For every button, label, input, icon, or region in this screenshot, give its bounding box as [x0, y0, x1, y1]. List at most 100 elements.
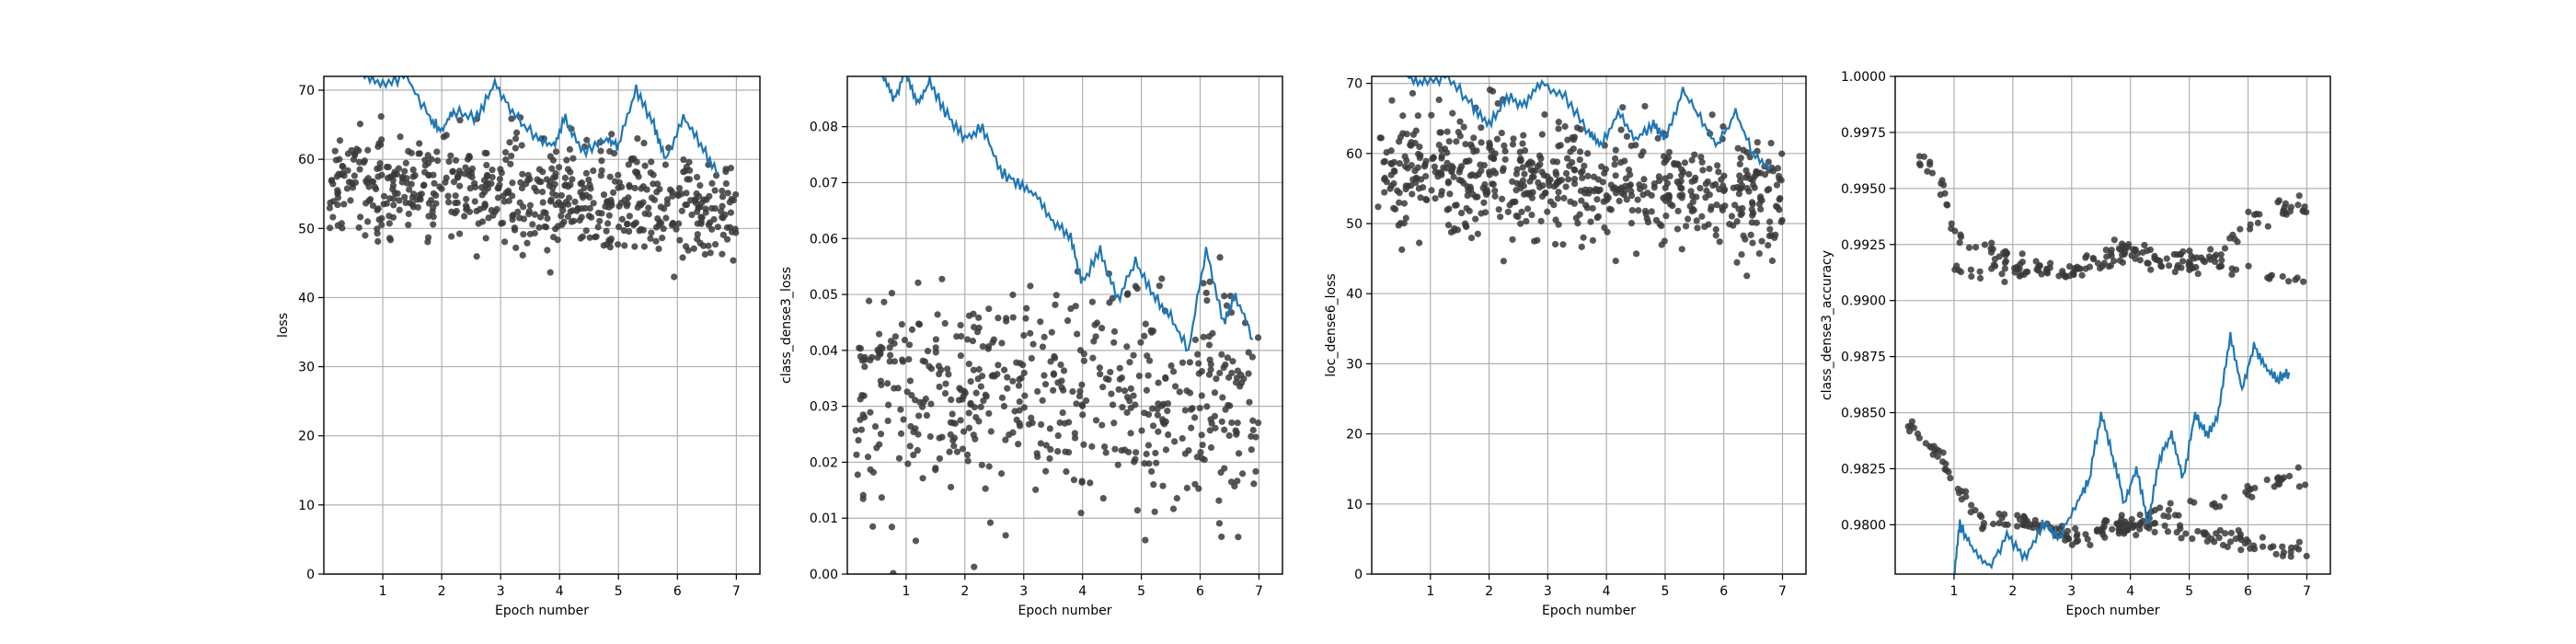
scatter-point	[1002, 532, 1009, 539]
scatter-point	[986, 519, 995, 526]
scatter-point	[1519, 140, 1526, 147]
scatter-point	[1714, 162, 1721, 169]
scatter-point	[708, 179, 716, 187]
scatter-point	[2030, 523, 2037, 532]
y-tick-label: 60	[1346, 147, 1363, 162]
scatter-point	[1409, 190, 1416, 198]
scatter-point	[2287, 548, 2294, 556]
scatter-point	[378, 171, 385, 178]
scatter-point	[1388, 97, 1396, 104]
scatter-point	[1191, 414, 1199, 421]
scatter-point	[544, 214, 551, 222]
scatter-point	[1450, 173, 1457, 180]
scatter-point	[1555, 189, 1562, 196]
scatter-point	[1228, 419, 1236, 427]
scatter-point	[539, 199, 546, 206]
scatter-point	[334, 201, 341, 209]
scatter-point	[1409, 131, 1418, 138]
scatter-point	[2186, 247, 2193, 255]
scatter-point	[1057, 361, 1064, 369]
scatter-point	[1501, 155, 1509, 163]
scatter-point	[636, 200, 643, 208]
scatter-point	[606, 244, 614, 251]
scatter-point	[1416, 144, 1423, 151]
scatter-point	[357, 213, 364, 221]
scatter-point	[397, 133, 404, 141]
scatter-point	[452, 192, 459, 200]
scatter-point	[408, 201, 417, 208]
scatter-point	[578, 179, 586, 187]
scatter-point	[351, 178, 360, 187]
scatter-point	[1051, 352, 1058, 360]
scatter-point	[512, 144, 519, 152]
y-tick-label: 60	[298, 153, 315, 167]
scatter-point	[1009, 377, 1017, 385]
scatter-point	[1041, 333, 1048, 340]
scatter-point	[1691, 151, 1698, 158]
scatter-point	[1948, 220, 1955, 227]
scatter-point	[1743, 272, 1751, 280]
scatter-point	[1940, 181, 1948, 189]
scatter-point	[1191, 336, 1200, 343]
scatter-point	[1130, 351, 1137, 359]
scatter-point	[886, 351, 894, 359]
scatter-point	[401, 167, 408, 175]
scatter-point	[1628, 206, 1636, 214]
scatter-point	[1589, 204, 1596, 213]
scatter-point	[645, 204, 652, 212]
scatter-point	[1534, 236, 1541, 244]
scatter-point	[857, 426, 866, 433]
scatter-point	[1554, 195, 1562, 202]
scatter-point	[1087, 479, 1094, 487]
scatter-point	[1062, 448, 1069, 455]
scatter-point	[886, 358, 893, 365]
scatter-point	[1181, 407, 1189, 414]
scatter-point	[547, 196, 555, 203]
scatter-point	[2245, 208, 2252, 215]
scatter-point	[1089, 354, 1097, 362]
scatter-point	[1772, 202, 1780, 210]
scatter-point	[1611, 161, 1618, 168]
scatter-point	[1126, 397, 1133, 405]
scatter-point	[1639, 191, 1647, 199]
scatter-point	[1603, 191, 1610, 200]
y-tick-label: 0	[1354, 568, 1363, 582]
scatter-point	[1027, 329, 1034, 337]
scatter-point	[885, 401, 892, 408]
scatter-point	[1390, 158, 1398, 166]
scatter-point	[608, 131, 615, 138]
scatter-point	[1989, 520, 1997, 528]
scatter-point	[1046, 454, 1053, 463]
scatter-point	[1988, 239, 1995, 247]
scatter-point	[501, 149, 510, 156]
scatter-point	[1091, 321, 1098, 328]
scatter-point	[1135, 372, 1143, 380]
scatter-point	[1733, 183, 1741, 191]
scatter-point	[1536, 161, 1544, 168]
scatter-point	[1627, 191, 1636, 200]
scatter-point	[2285, 472, 2294, 480]
scatter-point	[663, 196, 671, 203]
scatter-point	[2136, 525, 2144, 533]
scatter-point	[2072, 524, 2079, 533]
scatter-point	[405, 221, 412, 229]
scatter-point	[1041, 381, 1050, 388]
scatter-point	[463, 195, 470, 203]
scatter-point	[1470, 134, 1478, 142]
scatter-point	[1679, 168, 1687, 176]
scatter-point	[369, 201, 377, 210]
scatter-point	[1155, 400, 1162, 408]
scatter-point	[630, 221, 638, 228]
scatter-point	[2018, 259, 2026, 266]
x-tick-label: 5	[2185, 584, 2193, 599]
scatter-point	[1221, 293, 1228, 300]
scatter-point	[552, 225, 559, 233]
scatter-point	[1396, 199, 1403, 206]
scatter-point	[871, 422, 880, 431]
scatter-point	[1075, 392, 1084, 400]
scatter-point	[1972, 507, 1979, 514]
scatter-point	[1570, 180, 1579, 188]
scatter-point	[852, 427, 859, 434]
scatter-point	[455, 230, 464, 237]
